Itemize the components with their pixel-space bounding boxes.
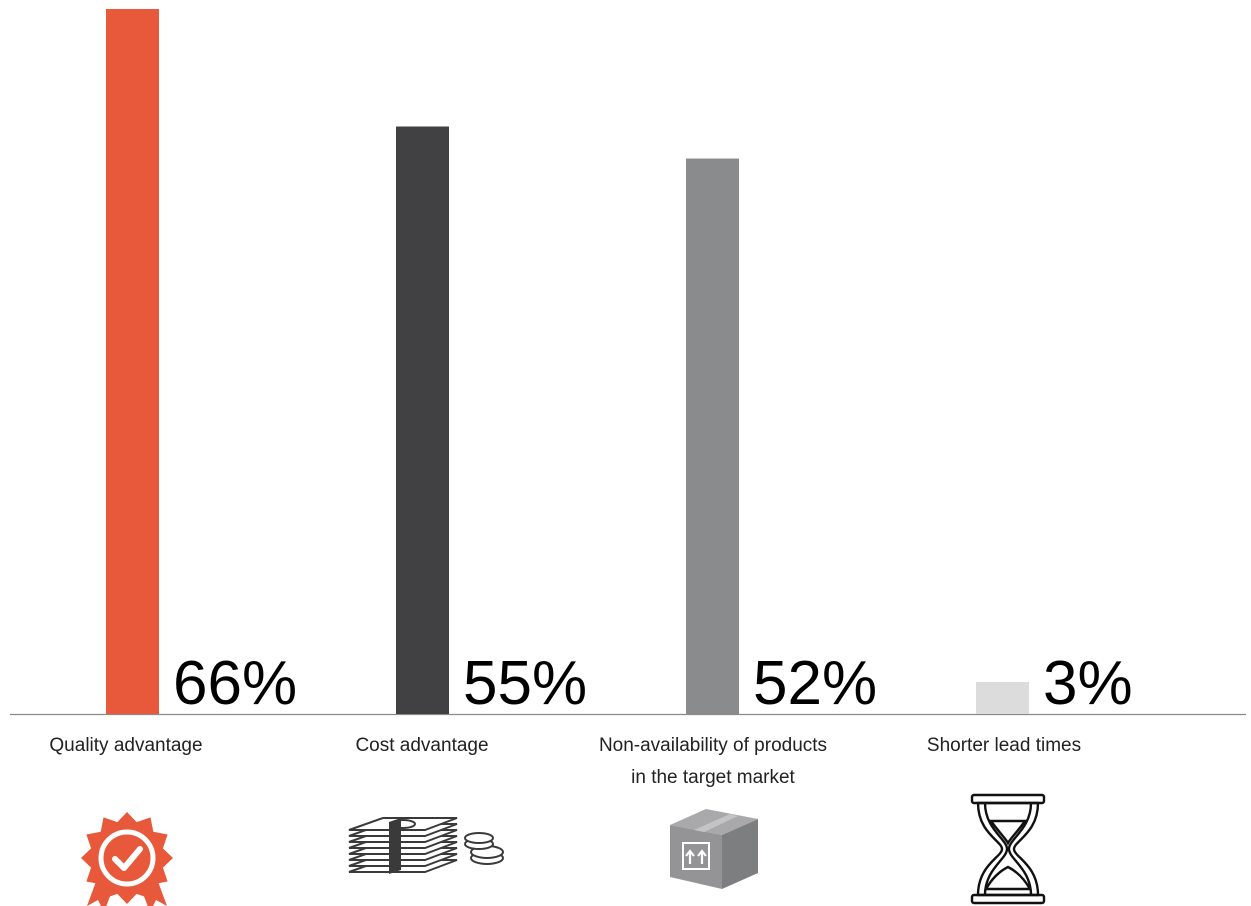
category-labels-group: Quality advantage Cost advantage Non-avail… [49,735,1081,788]
value-labels-group: 66% 55% 52% 3% [173,649,1133,718]
hourglass-icon [970,793,1046,905]
value-label-shorter-lead-times: 3% [1043,649,1133,718]
value-label-cost-advantage: 55% [463,649,587,718]
category-label-non-availability-of-products-in-the-target-market-line-1: Non-availability of products [599,735,827,756]
award-ribbon-icon [81,812,173,906]
bar-non-availability-of-products-in-the-target-market [686,158,739,714]
bar-shorter-lead-times [976,681,1029,714]
category-label-cost-advantage: Cost advantage [355,735,488,756]
shipping-box-icon [670,809,758,889]
bar-cost-advantage [396,126,449,714]
category-label-non-availability-of-products-in-the-target-market-line-2: in the target market [631,767,795,788]
value-label-quality-advantage: 66% [173,649,297,718]
category-label-quality-advantage: Quality advantage [49,735,202,756]
cash-stack-coins-icon [348,817,504,874]
bars-group [106,9,1029,714]
value-label-non-availability-of-products-in-the-target-market: 52% [753,649,877,718]
category-label-shorter-lead-times: Shorter lead times [927,735,1081,756]
bar-quality-advantage [106,9,159,714]
